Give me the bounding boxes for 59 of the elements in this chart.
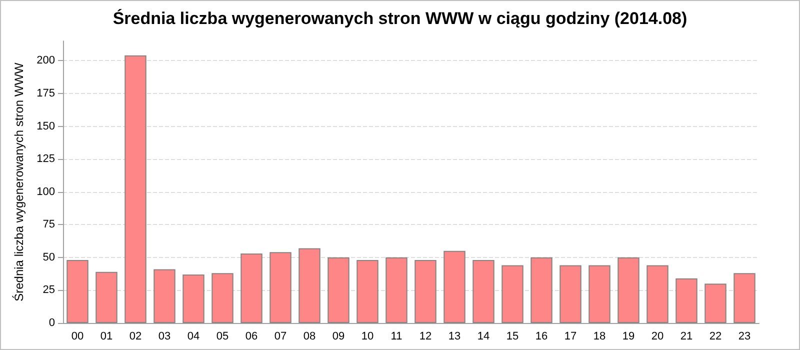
y-axis-title: Średnia liczba wygenerowanych stron WWW bbox=[12, 62, 26, 302]
x-tick-label: 13 bbox=[448, 330, 461, 342]
bar bbox=[356, 260, 378, 323]
bar bbox=[414, 260, 436, 323]
bar bbox=[472, 260, 494, 323]
x-tick-label: 06 bbox=[245, 330, 258, 342]
y-tick-label: 25 bbox=[42, 284, 55, 296]
y-tick-label: 150 bbox=[36, 120, 55, 132]
x-tick-label: 01 bbox=[100, 330, 113, 342]
bar bbox=[328, 257, 350, 323]
bar bbox=[618, 257, 640, 323]
bar bbox=[646, 265, 668, 323]
y-tick-label: 75 bbox=[42, 218, 55, 231]
bar bbox=[154, 269, 176, 323]
x-tick-label: 14 bbox=[477, 330, 490, 342]
bar bbox=[96, 272, 118, 323]
x-tick-label: 15 bbox=[506, 330, 519, 342]
x-tick-label: 19 bbox=[622, 330, 635, 342]
bar bbox=[704, 284, 726, 323]
bar bbox=[66, 260, 88, 323]
bar bbox=[530, 257, 552, 323]
x-tick-label: 04 bbox=[187, 330, 200, 342]
x-tick-label: 00 bbox=[71, 330, 84, 342]
bar bbox=[386, 257, 408, 323]
y-tick-label: 50 bbox=[42, 251, 55, 264]
y-tick-label: 100 bbox=[36, 186, 55, 198]
bar bbox=[298, 248, 320, 323]
x-tick-label: 10 bbox=[361, 330, 374, 342]
bar bbox=[212, 273, 234, 323]
bar bbox=[240, 253, 262, 323]
x-tick-label: 07 bbox=[274, 330, 287, 342]
y-tick-label: 0 bbox=[48, 317, 55, 329]
y-tick-label: 200 bbox=[36, 54, 55, 67]
bar bbox=[588, 265, 610, 323]
bar bbox=[270, 252, 292, 323]
x-tick-label: 09 bbox=[332, 330, 345, 342]
bar bbox=[182, 274, 204, 323]
x-tick-label: 17 bbox=[564, 330, 577, 342]
x-tick-label: 22 bbox=[709, 330, 722, 342]
bar bbox=[676, 278, 698, 323]
x-tick-label: 23 bbox=[738, 330, 751, 342]
x-tick-label: 20 bbox=[651, 330, 664, 342]
x-tick-label: 12 bbox=[419, 330, 432, 342]
x-tick-label: 21 bbox=[680, 330, 693, 342]
bar bbox=[444, 250, 466, 323]
x-tick-label: 03 bbox=[158, 330, 171, 342]
x-tick-label: 02 bbox=[129, 330, 142, 342]
x-tick-label: 16 bbox=[535, 330, 548, 342]
x-tick-label: 11 bbox=[390, 330, 402, 342]
bar bbox=[124, 55, 146, 323]
bar bbox=[734, 273, 756, 323]
chart-title: Średnia liczba wygenerowanych stron WWW w ciągu godziny (2014.08) bbox=[112, 8, 688, 28]
bar bbox=[502, 265, 524, 323]
bar bbox=[560, 265, 582, 323]
x-tick-label: 08 bbox=[303, 330, 316, 342]
y-tick-label: 175 bbox=[36, 87, 55, 100]
y-tick-label: 125 bbox=[36, 153, 55, 166]
x-tick-label: 18 bbox=[593, 330, 606, 342]
x-tick-label: 05 bbox=[216, 330, 229, 342]
